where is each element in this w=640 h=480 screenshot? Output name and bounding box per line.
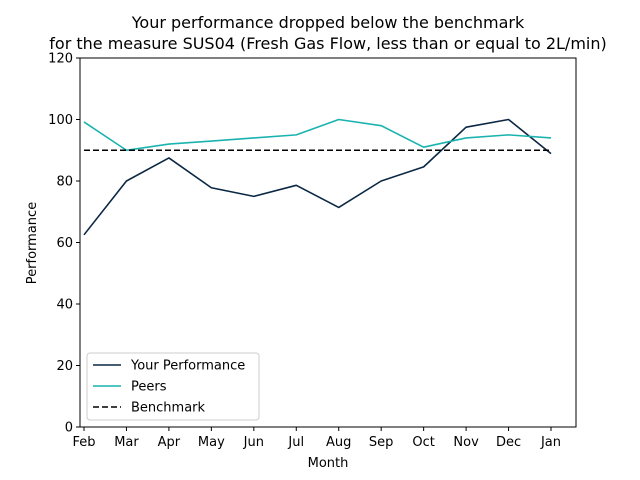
legend-label-peers: Peers (131, 380, 167, 395)
y-axis-label: Performance (25, 202, 40, 284)
x-tick-label: Jun (243, 435, 264, 450)
y-tick-label: 120 (48, 52, 73, 67)
x-axis-label: Month (308, 456, 349, 471)
series-layer (83, 118, 552, 236)
legend-label-your-performance: Your Performance (130, 359, 245, 374)
y-tick-label: 20 (56, 359, 73, 374)
x-tick-label: Sep (369, 435, 394, 450)
y-tick-label: 40 (56, 298, 73, 313)
x-tick-label: Feb (72, 435, 95, 450)
legend-box (86, 352, 260, 421)
y-tick-label: 0 (65, 421, 73, 436)
x-tick-label: Aug (326, 435, 351, 450)
y-axis-ticks: 0 20 40 60 80 100 120 (48, 52, 80, 436)
x-tick-label: Apr (158, 435, 181, 450)
series-line-your-performance (83, 118, 552, 236)
chart-title-line-2: for the measure SUS04 (Fresh Gas Flow, l… (49, 34, 606, 53)
x-tick-label: Jul (287, 435, 304, 450)
x-tick-label: May (198, 435, 225, 450)
legend-label-benchmark: Benchmark (131, 401, 206, 416)
y-tick-label: 100 (48, 113, 73, 128)
x-tick-label: Nov (453, 435, 479, 450)
x-axis-ticks: Feb Mar Apr May Jun Jul Aug Sep Oct Nov Dec Jan (72, 427, 561, 450)
x-tick-label: Mar (114, 435, 139, 450)
x-tick-label: Jan (540, 435, 561, 450)
series-line-peers (83, 118, 552, 152)
chart-title-line-1: Your performance dropped below the bench… (131, 13, 525, 32)
x-tick-label: Dec (496, 435, 521, 450)
y-tick-label: 60 (56, 236, 73, 251)
legend: Your Performance Peers Benchmark (86, 352, 260, 421)
x-tick-label: Oct (412, 435, 434, 450)
y-tick-label: 80 (56, 175, 73, 190)
